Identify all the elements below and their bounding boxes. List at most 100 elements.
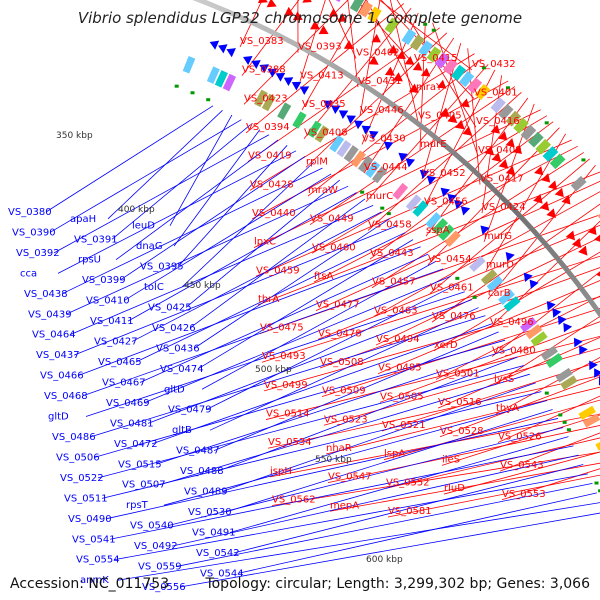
connector-line bbox=[241, 0, 300, 76]
gene-label-reverse: VS_0522 bbox=[60, 473, 104, 484]
gene-label-reverse: gltB bbox=[172, 425, 192, 436]
gene-block bbox=[222, 73, 237, 92]
gene-label-reverse: VS_0468 bbox=[44, 391, 88, 402]
gene-block bbox=[503, 296, 521, 312]
gene-label-reverse: VS_0487 bbox=[176, 446, 220, 457]
gene-label-forward: VS_0443 bbox=[370, 248, 414, 259]
gene-label-reverse: VS_0425 bbox=[148, 302, 192, 313]
connector-line bbox=[347, 0, 359, 88]
gene-arrow bbox=[539, 201, 550, 211]
gene-block bbox=[314, 125, 330, 143]
gene-block bbox=[595, 441, 600, 451]
gene-label-reverse: VS_0479 bbox=[168, 405, 212, 416]
gene-block bbox=[520, 124, 537, 141]
connector-line bbox=[113, 473, 588, 561]
gene-block bbox=[466, 77, 483, 94]
connector-line bbox=[327, 425, 600, 484]
green-marker bbox=[544, 121, 549, 125]
connector-line bbox=[433, 251, 600, 352]
gene-arrow bbox=[383, 141, 394, 151]
gene-arrow bbox=[310, 20, 321, 30]
green-marker bbox=[190, 91, 195, 95]
gene-arrow bbox=[533, 193, 543, 204]
gene-block bbox=[505, 110, 522, 127]
gene-arrow bbox=[291, 81, 302, 91]
gene-label-forward: VS_0415 bbox=[414, 53, 458, 64]
gene-block bbox=[214, 70, 228, 88]
gene-label-reverse: VS_0464 bbox=[32, 330, 76, 341]
gene-block bbox=[474, 83, 491, 100]
gene-label-reverse: anmK bbox=[80, 575, 109, 586]
gene-block bbox=[469, 255, 486, 273]
connector-line bbox=[173, 129, 261, 247]
gene-block bbox=[540, 345, 558, 361]
connector-line bbox=[73, 225, 398, 356]
gene-label-forward: VS_0553 bbox=[502, 489, 546, 500]
gene-arrow bbox=[573, 337, 583, 348]
connector-line bbox=[319, 267, 600, 369]
gene-label-reverse: dnaG bbox=[136, 241, 163, 252]
gene-label-forward: VS_0457 bbox=[372, 277, 416, 288]
gene-block bbox=[307, 120, 322, 138]
gene-label-reverse: VS_0490 bbox=[68, 514, 112, 525]
connector-line bbox=[57, 150, 297, 274]
connector-line bbox=[61, 167, 323, 295]
gene-label-forward: VS_0435 bbox=[302, 99, 346, 110]
map-title: Vibrio splendidus LGP32 chromosome 1, co… bbox=[77, 9, 523, 27]
tick-label: 500 kbp bbox=[255, 365, 292, 375]
tick-label: 550 kbp bbox=[315, 455, 352, 465]
green-marker bbox=[360, 190, 365, 194]
gene-label-reverse: VS_0506 bbox=[56, 452, 100, 463]
map-footer: Accession: NC_011753 Topology: circular;… bbox=[10, 576, 590, 592]
gene-arrow bbox=[405, 158, 416, 168]
connector-line bbox=[369, 121, 554, 260]
gene-block bbox=[277, 102, 292, 120]
connector-line bbox=[387, 474, 600, 518]
green-marker bbox=[431, 28, 436, 32]
gene-label-reverse: VS_0465 bbox=[98, 357, 142, 368]
connector-line bbox=[69, 205, 374, 336]
connector-line bbox=[85, 291, 465, 417]
gene-block bbox=[206, 66, 220, 84]
gene-label-forward: ileS bbox=[442, 454, 460, 465]
gene-block bbox=[336, 140, 352, 158]
connector-line bbox=[163, 400, 548, 506]
gene-arrow bbox=[594, 368, 600, 378]
gene-arrow bbox=[426, 175, 437, 185]
gene-arrow bbox=[243, 55, 253, 65]
gene-arrow bbox=[462, 126, 473, 136]
gene-label-reverse: gltD bbox=[164, 384, 185, 395]
gene-arrow bbox=[557, 315, 567, 326]
gene-label-forward: ftsA bbox=[314, 271, 333, 282]
gene-label-reverse: rpsU bbox=[78, 255, 101, 266]
gene-arrow bbox=[331, 105, 341, 115]
gene-arrow bbox=[388, 44, 398, 54]
gene-label-forward: VS_0477 bbox=[316, 300, 360, 311]
connector-line bbox=[245, 3, 405, 134]
gene-label-reverse: VS_0438 bbox=[24, 289, 68, 300]
gene-label-forward: murC bbox=[366, 191, 393, 202]
gene-block bbox=[486, 275, 504, 292]
connector-line bbox=[109, 445, 574, 540]
connector-line bbox=[301, 0, 367, 111]
gene-arrow bbox=[547, 180, 558, 190]
accession-text: Accession: NC_011753 bbox=[10, 576, 170, 592]
green-marker bbox=[174, 84, 179, 88]
connector-line bbox=[441, 414, 600, 466]
gene-block bbox=[357, 155, 374, 173]
chromosome-backbone bbox=[192, 0, 600, 319]
connector-line bbox=[151, 323, 493, 445]
gene-block bbox=[418, 40, 434, 57]
gene-arrow bbox=[571, 238, 582, 248]
gene-label-forward: VS_0388 bbox=[242, 65, 286, 76]
gene-label-reverse: VS_0437 bbox=[36, 350, 80, 361]
gene-block bbox=[528, 131, 544, 148]
connector-line bbox=[253, 109, 541, 248]
gene-block bbox=[392, 182, 409, 200]
gene-arrow bbox=[596, 272, 600, 277]
green-marker bbox=[206, 98, 211, 102]
gene-label-forward: VS_0475 bbox=[260, 323, 304, 334]
feature-tracks bbox=[174, 0, 600, 493]
connector-line bbox=[377, 280, 600, 375]
connector-line bbox=[267, 375, 600, 449]
